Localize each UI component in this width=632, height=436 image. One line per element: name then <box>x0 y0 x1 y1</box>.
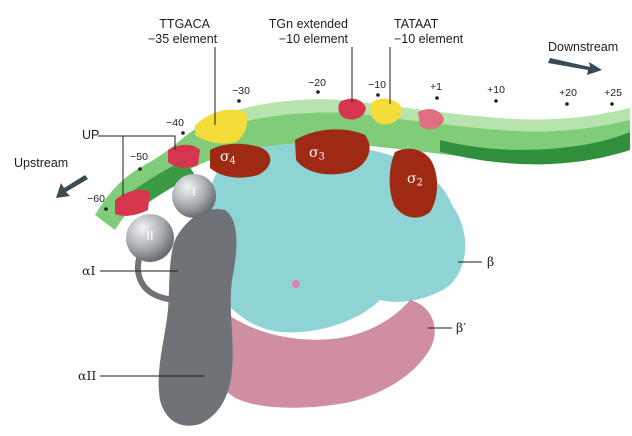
sigma-domain-number: 4 <box>229 155 236 167</box>
tgn-element-text: −10 element <box>278 32 348 46</box>
alpha-dimer <box>158 209 237 426</box>
position-label: +20 <box>559 87 577 99</box>
position-label: −20 <box>308 77 326 89</box>
minus35-element-text: −35 element <box>148 32 218 46</box>
position-dot <box>565 102 569 106</box>
minus10-element-text: −10 element <box>394 32 464 46</box>
position-label: −50 <box>130 151 148 163</box>
alpha-ctd-two-label: II <box>146 228 154 243</box>
downstream-label: Downstream <box>548 40 619 54</box>
upstream-arrow <box>56 175 88 198</box>
tgn-sequence: TGn extended <box>268 17 348 31</box>
beta-prime-label: β′ <box>456 320 467 335</box>
dna-dark-strand <box>440 132 630 165</box>
minus10-label: TATAAT −10 element <box>394 17 463 47</box>
position-dot <box>435 96 439 100</box>
position-label: −40 <box>166 117 184 129</box>
sigma3-domain <box>295 129 370 175</box>
position-label: −60 <box>87 193 105 205</box>
transcription-start-bubble <box>418 109 444 130</box>
beta-prime-subunit <box>208 300 435 408</box>
leader-lines <box>98 47 482 377</box>
tgn-label: TGn extended −10 element <box>262 17 348 47</box>
dna-helix <box>95 98 630 231</box>
sigma-domain-number: 3 <box>318 151 325 163</box>
sigma2-domain <box>389 148 438 218</box>
alpha-one-label: αI <box>82 263 96 278</box>
alpha-ctd-two <box>126 214 174 262</box>
sigma-symbol: σ <box>309 145 319 161</box>
position-label: −10 <box>368 79 386 91</box>
sigma2-label: σ2 <box>407 172 423 190</box>
sigma-symbol: σ <box>220 149 230 165</box>
direction-arrows <box>56 58 602 198</box>
up-element-proximal <box>168 144 200 168</box>
sigma-domain-number: 2 <box>416 177 423 189</box>
minus10-sequence: TATAAT <box>394 17 439 31</box>
sigma3-label: σ3 <box>309 146 325 164</box>
alpha-ctd-one <box>172 174 216 218</box>
position-label: +10 <box>487 84 505 96</box>
position-dots <box>104 90 614 211</box>
position-dot <box>376 93 380 97</box>
position-dot <box>494 99 498 103</box>
position-dot <box>104 207 108 211</box>
position-dot <box>316 90 320 94</box>
downstream-arrow <box>548 58 602 75</box>
alpha-ctd-one-label: I <box>192 184 196 199</box>
upstream-label: Upstream <box>14 156 69 170</box>
active-site-marker <box>292 280 300 288</box>
position-label: +1 <box>430 81 442 93</box>
position-label: +25 <box>604 87 622 99</box>
sigma-symbol: σ <box>407 171 417 187</box>
alpha-two-label: αII <box>78 368 97 383</box>
position-dot <box>138 167 142 171</box>
minus35-sequence: TTGACA <box>159 17 210 31</box>
tgn-extended-element <box>338 98 366 120</box>
beta-label: β <box>487 254 495 269</box>
sigma4-domain <box>210 143 271 178</box>
minus10-element <box>370 98 402 125</box>
up-element-label: UP <box>82 128 100 142</box>
position-label: −30 <box>232 85 250 97</box>
minus35-element <box>195 109 248 144</box>
position-dot <box>610 102 614 106</box>
up-element-distal <box>115 189 150 216</box>
position-dot <box>237 99 241 103</box>
up-leader-proximal <box>98 135 176 150</box>
sigma4-label: σ4 <box>220 150 236 168</box>
minus35-label: TTGACA −35 element <box>148 17 218 47</box>
position-dot <box>181 131 185 135</box>
